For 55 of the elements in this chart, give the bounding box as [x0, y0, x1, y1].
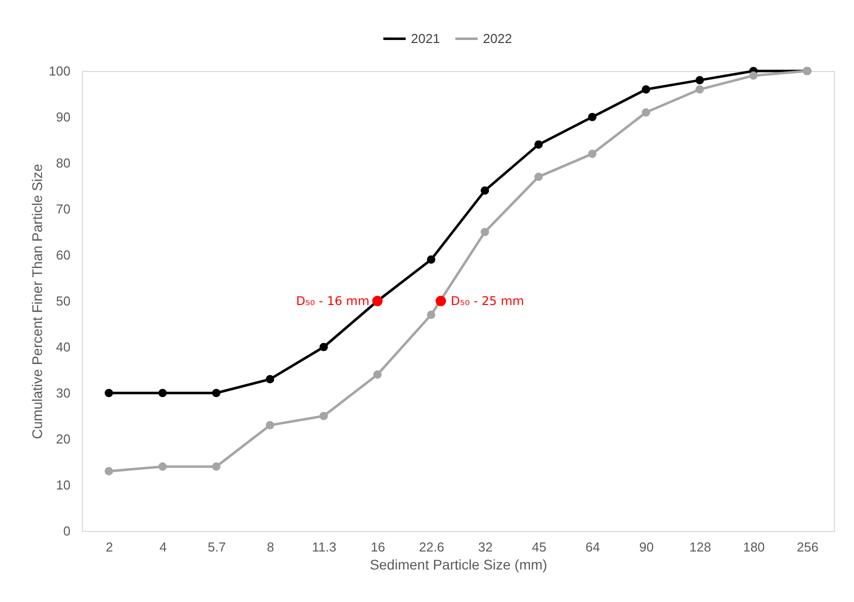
y-tick-label: 70 [56, 202, 70, 216]
point [426, 255, 436, 264]
point [212, 462, 220, 471]
point [320, 342, 328, 352]
annotation: D₅₀ - 25 mm [450, 294, 524, 308]
x-tick-label: 90 [639, 540, 654, 554]
point [534, 172, 543, 181]
point [696, 76, 704, 84]
x-tick-label: 128 [689, 540, 712, 554]
y-tick-label: 40 [56, 340, 70, 354]
x-tick-label: 256 [796, 540, 818, 554]
x-tick-label: 4 [159, 540, 167, 554]
x-tick-label: 16 [370, 540, 386, 554]
x-tick-label: 8 [266, 540, 274, 554]
legend-label: 2022 [483, 30, 512, 46]
y-tick-label: 50 [56, 294, 70, 308]
point [320, 412, 328, 420]
y-tick-label: 60 [56, 248, 70, 262]
point [534, 140, 543, 149]
x-tick-label: 22.6 [418, 540, 444, 554]
y-tick-label: 100 [48, 64, 70, 78]
legend-label: 2021 [411, 30, 440, 46]
point [749, 71, 758, 80]
y-tick-label: 30 [56, 386, 70, 400]
point [104, 467, 114, 476]
y-tick-label: 80 [56, 156, 70, 170]
x-tick-label: 5.7 [208, 540, 226, 554]
x-tick-label: 64 [586, 540, 600, 554]
y-axis-title: Cumulative Percent Finer Than Particle Size [28, 164, 45, 440]
point [588, 150, 596, 158]
y-tick-label: 90 [56, 110, 70, 124]
x-tick-label: 11.3 [312, 540, 336, 554]
point [426, 310, 436, 319]
point [158, 388, 167, 398]
point [104, 388, 114, 398]
point [266, 421, 274, 430]
x-tick-label: 45 [532, 540, 546, 554]
point [373, 370, 382, 379]
point [212, 388, 220, 398]
x-tick-label: 32 [478, 540, 493, 554]
annotation: D₅₀ - 16 mm [296, 294, 370, 308]
x-tick-label: 180 [743, 540, 765, 554]
point [642, 108, 650, 117]
point [158, 462, 167, 471]
point [696, 85, 704, 94]
x-axis-title: Sediment Particle Size (mm) [370, 556, 548, 572]
point [588, 112, 596, 122]
point [266, 375, 274, 384]
point [480, 228, 490, 236]
point [642, 85, 650, 94]
y-tick-label: 10 [56, 478, 70, 492]
y-tick-label: 0 [63, 524, 70, 538]
x-tick-label: 2 [106, 540, 113, 554]
y-tick-label: 20 [56, 432, 70, 446]
point [480, 186, 490, 195]
